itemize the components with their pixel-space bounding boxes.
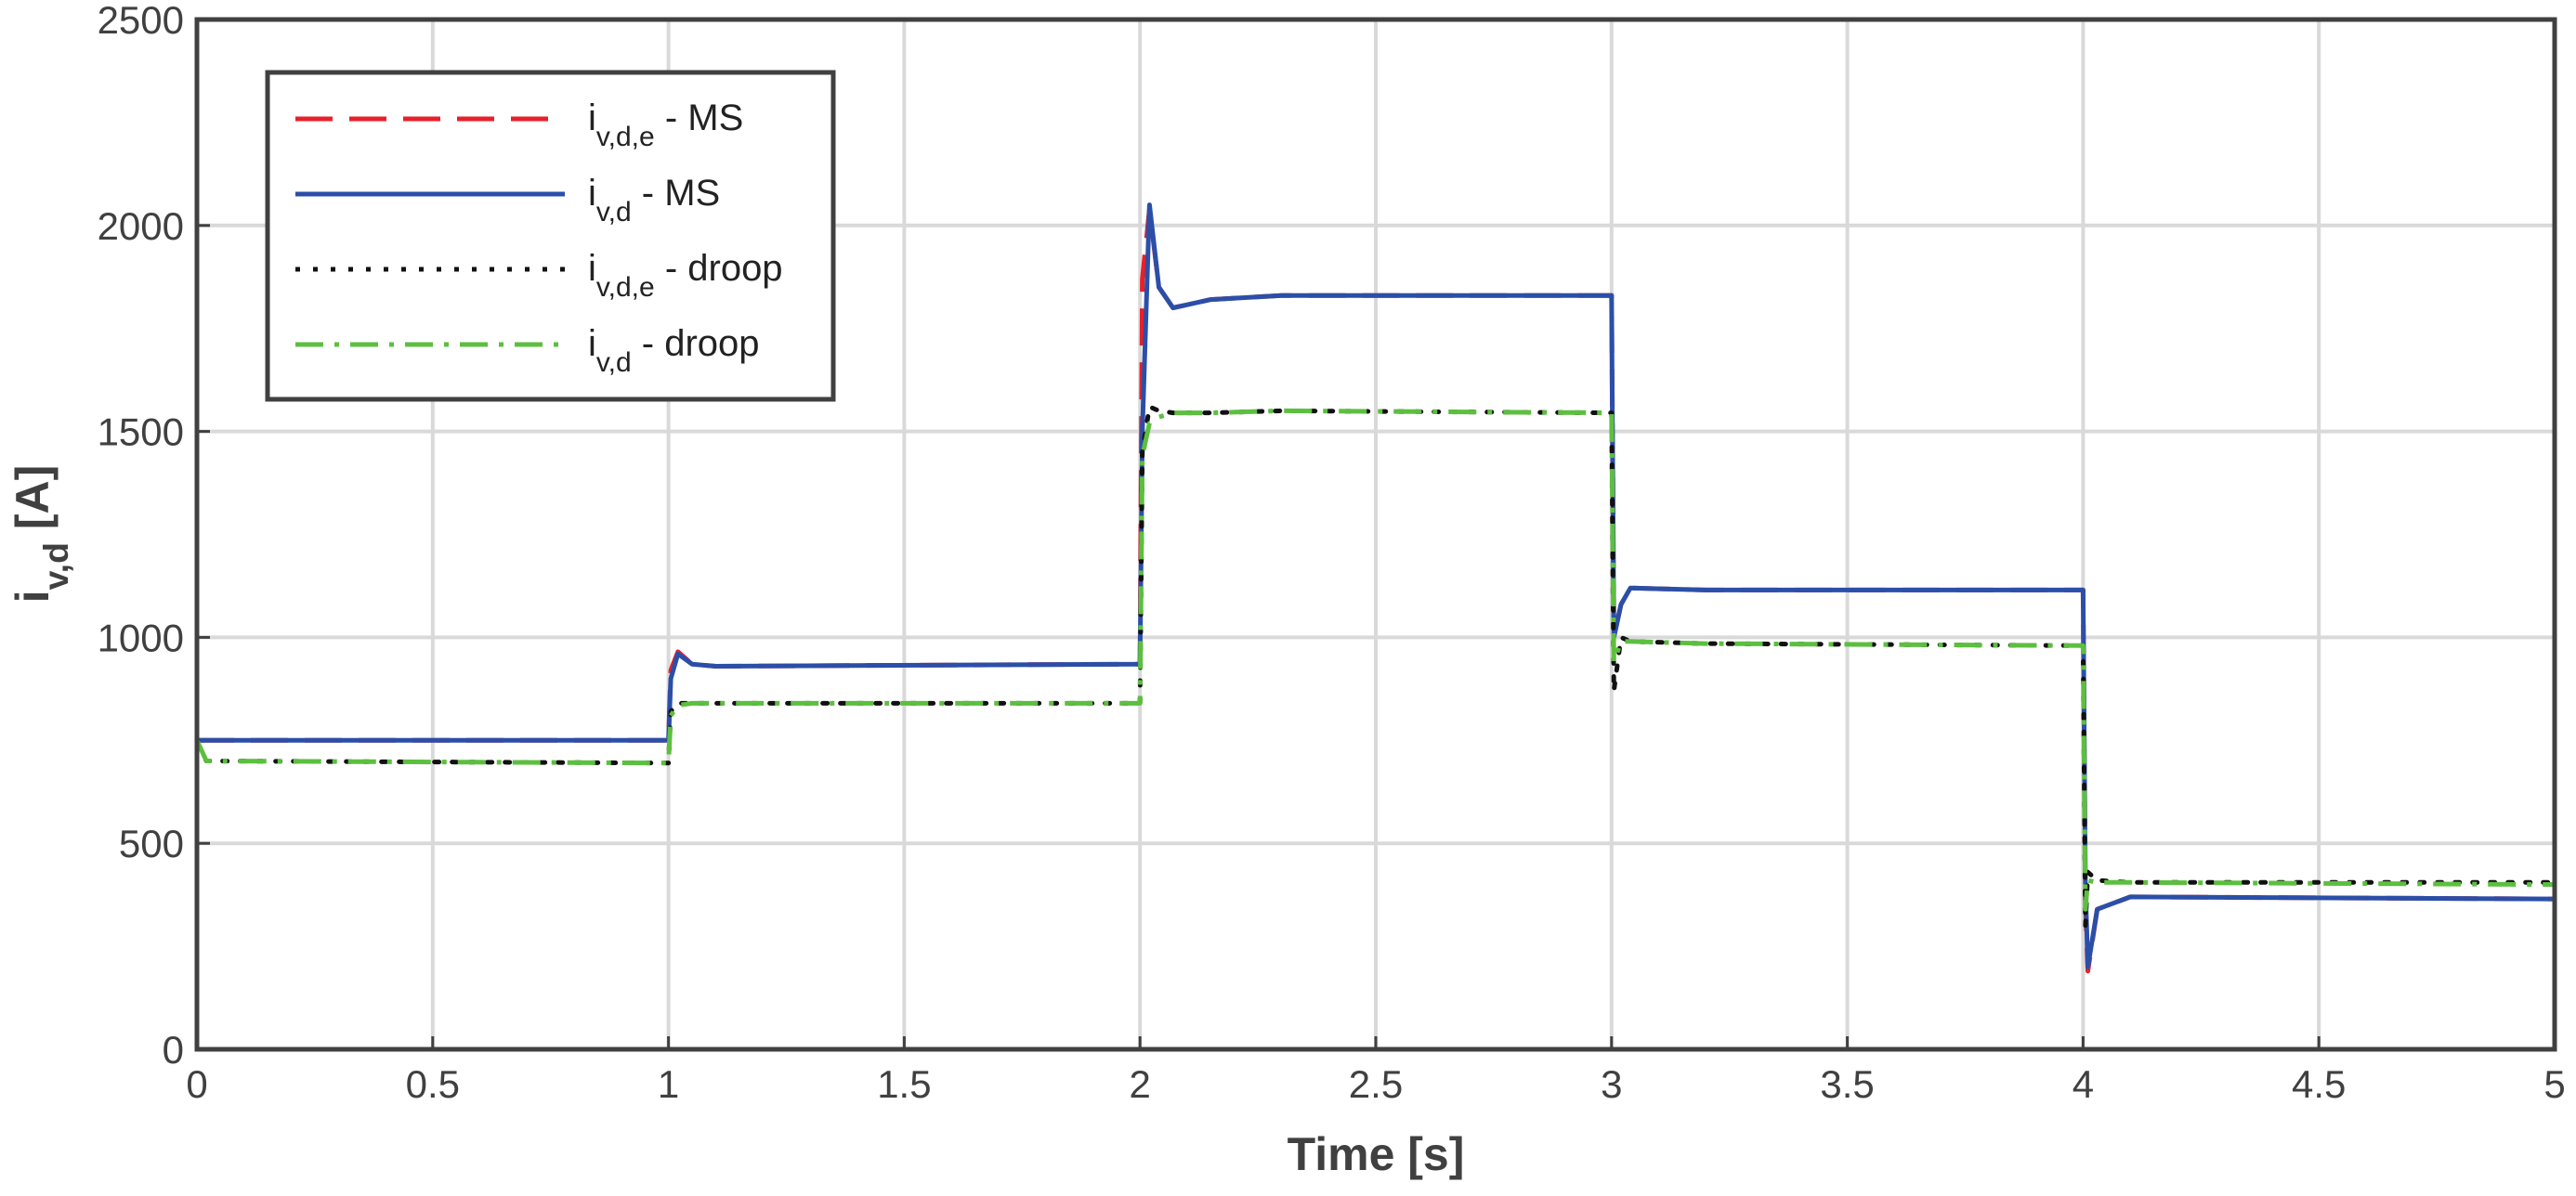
series-line xyxy=(194,404,2557,929)
x-tick-label: 5 xyxy=(2543,1062,2565,1106)
x-tick-label: 3.5 xyxy=(1820,1062,1874,1106)
series-line xyxy=(194,408,2556,912)
legend-label: iv,d - MS xyxy=(588,173,720,228)
x-tick-label: 1 xyxy=(658,1062,679,1106)
y-axis-label: iv,d [A] xyxy=(7,465,75,604)
plot-border xyxy=(194,17,2557,1052)
y-tick-label: 1500 xyxy=(98,410,184,454)
legend-label: iv,d - droop xyxy=(588,323,760,378)
y-tick-label: 500 xyxy=(119,822,184,865)
x-axis-label: Time [s] xyxy=(1288,1128,1465,1180)
x-tick-label: 0.5 xyxy=(406,1062,460,1106)
x-tick-label: 4.5 xyxy=(2292,1062,2346,1106)
y-tick-label: 2000 xyxy=(98,204,184,248)
x-tick-label: 4 xyxy=(2073,1062,2094,1106)
x-tick-label: 3 xyxy=(1601,1062,1622,1106)
x-tick-label: 2.5 xyxy=(1349,1062,1403,1106)
x-tick-label: 0 xyxy=(186,1062,207,1106)
y-tick-label: 0 xyxy=(163,1028,184,1072)
x-tick-label: 2 xyxy=(1130,1062,1151,1106)
x-tick-label: 1.5 xyxy=(877,1062,931,1106)
legend-label: iv,d,e - droop xyxy=(588,248,783,303)
legend-label: iv,d,e - MS xyxy=(588,98,743,152)
y-tick-label: 1000 xyxy=(98,616,184,659)
y-tick-label: 2500 xyxy=(98,0,184,42)
